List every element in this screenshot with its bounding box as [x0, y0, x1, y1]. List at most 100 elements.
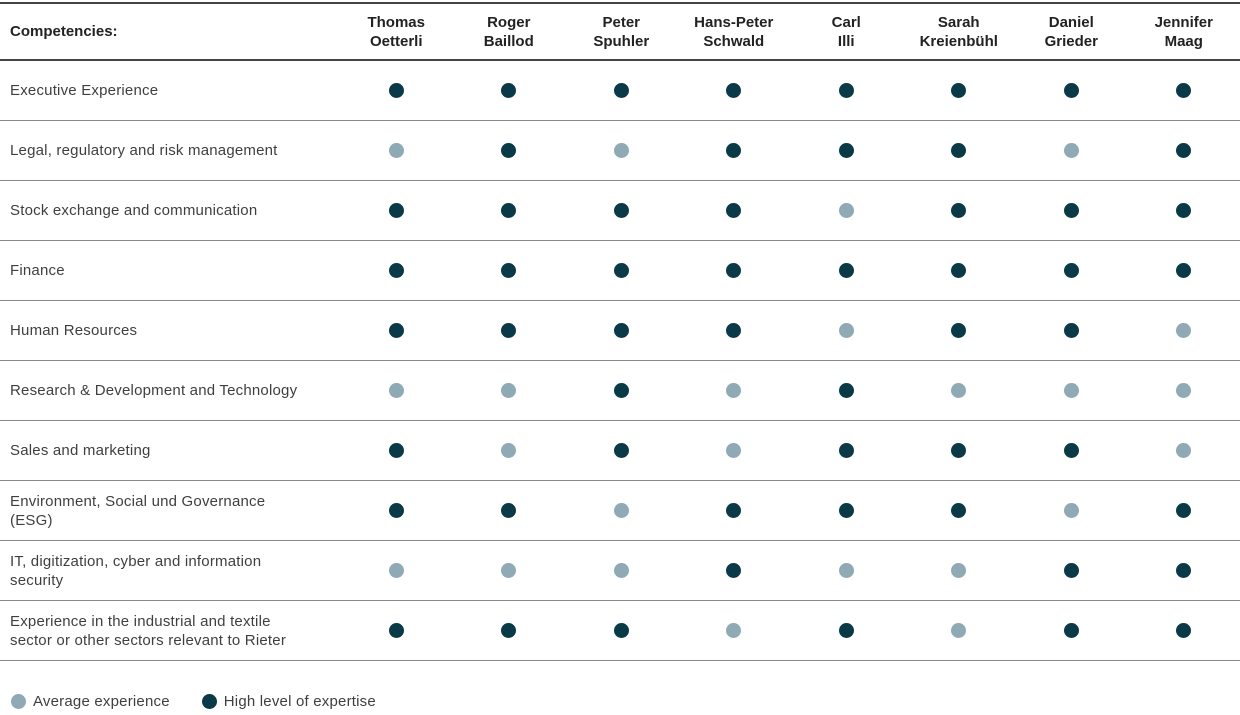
- high-dot-icon: [613, 262, 629, 278]
- rating-cell: [340, 60, 453, 121]
- high-dot-icon: [1176, 262, 1192, 278]
- rating-cell: [1127, 180, 1240, 241]
- rating-cell: [1127, 480, 1240, 541]
- rating-cell: [565, 360, 678, 421]
- rating-cell: [790, 300, 903, 361]
- rating-cell: [452, 240, 565, 301]
- member-name-line2: Oetterli: [369, 32, 423, 50]
- rating-cell: [565, 120, 678, 181]
- member-name-line2: Grieder: [1044, 32, 1098, 50]
- average-dot-icon: [501, 562, 517, 578]
- competency-label-line: Experience in the industrial and textile: [10, 612, 271, 630]
- rating-cell: [340, 600, 453, 661]
- legend-average-label: Average experience: [33, 693, 170, 710]
- average-dot-icon: [951, 562, 967, 578]
- rating-cell: [340, 240, 453, 301]
- high-dot-icon: [1063, 562, 1079, 578]
- rating-cell: [340, 300, 453, 361]
- matrix-body: Executive Experience Legal, regulatory an…: [0, 60, 1240, 661]
- member-header: Sarah Kreienbühl: [902, 2, 1015, 61]
- rating-cell: [677, 120, 790, 181]
- high-dot-icon: [388, 82, 404, 98]
- table-row: Legal, regulatory and risk management: [0, 120, 1240, 181]
- competency-label-line: security: [10, 571, 64, 589]
- competency-label-line: Finance: [10, 262, 65, 279]
- rating-cell: [677, 600, 790, 661]
- rating-cell: [677, 240, 790, 301]
- rating-cell: [790, 480, 903, 541]
- rating-cell: [1015, 480, 1128, 541]
- rating-cell: [565, 600, 678, 661]
- rating-cell: [902, 360, 1015, 421]
- rating-cell: [1127, 300, 1240, 361]
- member-name-line2: Kreienbühl: [919, 32, 998, 50]
- average-dot-icon: [613, 142, 629, 158]
- legend-average: Average experience: [11, 693, 170, 710]
- rating-cell: [677, 180, 790, 241]
- high-dot-icon: [838, 142, 854, 158]
- competency-label: Research & Development and Technology: [0, 360, 340, 421]
- competency-label-line: Stock exchange and communication: [10, 202, 258, 219]
- rating-cell: [677, 360, 790, 421]
- table-row: Finance: [0, 240, 1240, 301]
- high-dot-icon: [613, 82, 629, 98]
- high-dot-icon: [501, 142, 517, 158]
- high-dot-icon: [1063, 322, 1079, 338]
- rating-cell: [1127, 240, 1240, 301]
- high-dot-icon: [388, 202, 404, 218]
- high-dot-icon: [838, 442, 854, 458]
- high-dot-icon: [1063, 442, 1079, 458]
- member-name-line1: Carl: [831, 13, 861, 31]
- high-dot-icon: [1176, 622, 1192, 638]
- rating-cell: [1015, 180, 1128, 241]
- rating-cell: [340, 180, 453, 241]
- high-dot-icon: [501, 322, 517, 338]
- rating-cell: [1015, 360, 1128, 421]
- rating-cell: [1015, 60, 1128, 121]
- rating-cell: [452, 180, 565, 241]
- member-name-line1: Daniel: [1048, 13, 1094, 31]
- table-row: Executive Experience: [0, 60, 1240, 121]
- high-dot-icon: [1176, 142, 1192, 158]
- matrix-header: Competencies: Thomas Oetterli Roger Baillod…: [0, 2, 1240, 61]
- competency-label: Experience in the industrial and textile…: [0, 600, 340, 661]
- member-header: Roger Baillod: [452, 2, 565, 61]
- rating-cell: [565, 420, 678, 481]
- rating-cell: [340, 360, 453, 421]
- rating-cell: [452, 540, 565, 601]
- rating-cell: [790, 120, 903, 181]
- high-dot-icon: [501, 502, 517, 518]
- competency-label: IT, digitization, cyber and information s…: [0, 540, 340, 601]
- table-row: Sales and marketing: [0, 420, 1240, 481]
- member-name-line1: Sarah: [937, 13, 980, 31]
- member-name-line2: Baillod: [483, 32, 534, 50]
- table-row: Environment, Social und Governance (ESG): [0, 480, 1240, 541]
- rating-cell: [902, 180, 1015, 241]
- high-dot-icon: [838, 622, 854, 638]
- header-row: Competencies: Thomas Oetterli Roger Baillod…: [0, 2, 1240, 61]
- rating-cell: [1127, 600, 1240, 661]
- rating-cell: [790, 180, 903, 241]
- rating-cell: [790, 420, 903, 481]
- rating-cell: [1015, 300, 1128, 361]
- table-row: IT, digitization, cyber and information s…: [0, 540, 1240, 601]
- rating-cell: [340, 120, 453, 181]
- average-dot-icon: [1176, 382, 1192, 398]
- average-dot-icon: [613, 562, 629, 578]
- average-dot-icon: [1063, 142, 1079, 158]
- member-name-line2: Schwald: [703, 32, 765, 50]
- high-dot-icon: [726, 562, 742, 578]
- high-dot-icon: [838, 262, 854, 278]
- rating-cell: [1127, 420, 1240, 481]
- rating-cell: [790, 360, 903, 421]
- competency-label: Finance: [0, 240, 340, 301]
- average-dot-icon: [501, 442, 517, 458]
- high-dot-icon: [613, 202, 629, 218]
- high-dot-icon: [951, 442, 967, 458]
- average-dot-icon: [388, 142, 404, 158]
- high-dot-icon: [613, 442, 629, 458]
- high-dot-icon: [726, 142, 742, 158]
- high-dot-icon: [951, 82, 967, 98]
- rating-cell: [1015, 600, 1128, 661]
- member-header: Carl Illi: [790, 2, 903, 61]
